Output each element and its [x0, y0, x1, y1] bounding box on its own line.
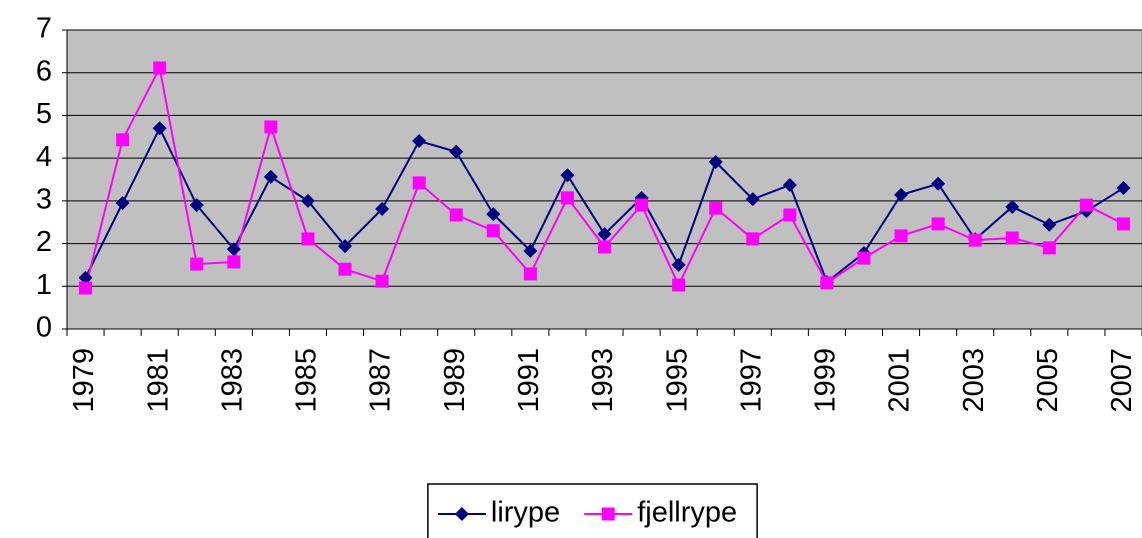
data-point [116, 133, 130, 147]
x-tick-label: 1981 [142, 348, 174, 413]
legend-marker [601, 507, 615, 521]
data-point [189, 198, 204, 213]
data-point [486, 207, 501, 222]
data-point [300, 193, 315, 208]
y-tick-label: 6 [36, 55, 52, 87]
data-point [412, 134, 427, 149]
data-point [152, 121, 167, 136]
data-point [820, 276, 834, 290]
data-point [264, 120, 278, 134]
data-point [301, 232, 315, 246]
data-point [486, 224, 500, 238]
x-tick-label: 2005 [1032, 348, 1064, 413]
data-point [560, 191, 574, 205]
data-point [523, 267, 537, 281]
data-point [79, 281, 93, 295]
data-point [857, 251, 871, 265]
data-point [709, 201, 723, 215]
y-tick-label: 7 [36, 13, 52, 45]
data-point [931, 176, 946, 191]
y-tick-label: 4 [36, 141, 52, 173]
data-point [597, 227, 612, 242]
x-tick-label: 1997 [735, 348, 767, 413]
data-point [783, 208, 797, 222]
data-point [190, 257, 204, 271]
legend-marker [454, 507, 469, 521]
data-point [1005, 199, 1020, 214]
data-point [894, 229, 908, 243]
x-tick-label: 1987 [365, 348, 397, 413]
y-tick-label: 3 [36, 184, 52, 216]
data-point [412, 176, 426, 190]
data-point [1042, 241, 1056, 255]
data-point [745, 192, 760, 207]
x-tick-label: 1993 [587, 348, 619, 413]
data-point [968, 233, 982, 247]
data-point [153, 61, 167, 75]
data-point [226, 242, 241, 257]
data-point [708, 154, 723, 169]
legend-label: lirype [491, 497, 560, 529]
data-point [782, 178, 797, 193]
data-point [598, 240, 611, 254]
x-tick-label: 1983 [216, 348, 248, 413]
data-point [338, 239, 353, 254]
x-tick-label: 1989 [439, 348, 471, 413]
data-point [78, 270, 93, 285]
x-tick-label: 2001 [884, 348, 916, 413]
legend-item: fjellrype [584, 497, 737, 529]
y-tick-label: 5 [36, 98, 52, 130]
x-tick-label: 1995 [661, 348, 693, 413]
x-tick-label: 1991 [513, 348, 545, 413]
legend-label: fjellrype [637, 497, 737, 529]
data-point [1116, 181, 1131, 196]
legend-box [427, 483, 758, 538]
legend: lirype fjellrype [427, 483, 758, 538]
y-tick-label: 0 [36, 312, 52, 344]
data-point [449, 144, 464, 159]
y-tick-label: 2 [36, 226, 52, 258]
x-tick-label: 1999 [810, 348, 842, 413]
x-tick-label: 1985 [291, 348, 323, 413]
x-tick-label: 2007 [1106, 348, 1138, 413]
data-point [560, 168, 575, 183]
data-point [671, 257, 686, 272]
legend-item: lirype [437, 497, 560, 529]
data-point [375, 201, 390, 216]
plot-area [66, 29, 1142, 330]
data-point [1005, 231, 1019, 245]
data-point [1116, 217, 1130, 231]
data-point [115, 195, 130, 210]
y-tick-label: 1 [36, 269, 52, 301]
data-point [263, 169, 278, 184]
data-point [375, 274, 389, 288]
x-tick-label: 2003 [958, 348, 990, 413]
data-point [746, 232, 760, 246]
x-tick-label: 1979 [68, 348, 100, 413]
data-point [635, 198, 649, 212]
data-point [449, 208, 463, 222]
data-point [523, 243, 538, 258]
data-point [672, 278, 686, 292]
data-point [338, 262, 352, 276]
data-point [894, 187, 909, 202]
data-point [1079, 198, 1093, 212]
data-point [931, 217, 945, 231]
data-point [1042, 217, 1057, 232]
data-point [227, 255, 241, 269]
